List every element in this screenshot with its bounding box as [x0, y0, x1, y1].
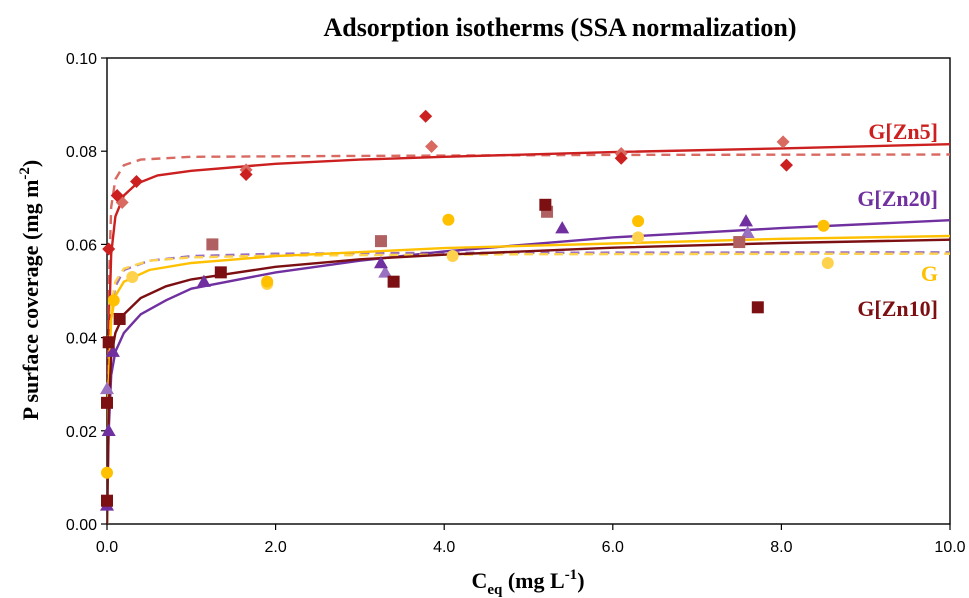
data-point-replicate [740, 225, 755, 238]
data-point [101, 494, 113, 507]
x-axis-title-close: ) [577, 568, 584, 593]
data-point [102, 242, 116, 256]
data-point [101, 466, 113, 479]
data-point [817, 219, 830, 232]
x-axis: 0.0 2.0 4.0 6.0 8.0 10.0 [96, 524, 966, 556]
data-point-replicate [126, 271, 139, 284]
data-point [101, 396, 113, 409]
x-tick-label: 0.0 [96, 539, 118, 556]
data-point [387, 275, 400, 288]
x-axis-title-units: (mg L [508, 568, 565, 593]
data-point-replicate [374, 235, 387, 248]
data-point [738, 214, 753, 227]
x-axis-title-sup: -1 [565, 567, 578, 583]
y-axis-title-close: ) [18, 160, 43, 167]
series-label-g-zn10: G[Zn10] [857, 296, 938, 321]
data-point [113, 312, 126, 325]
y-axis-title-sup: -2 [17, 167, 33, 180]
data-point [239, 168, 253, 181]
data-point [130, 174, 144, 188]
data-point-replicate [378, 265, 393, 278]
data-point-replicate [821, 257, 834, 270]
data-point-replicate [425, 140, 439, 154]
data-point [214, 266, 227, 279]
data-point [110, 188, 124, 202]
series-label-g: G [921, 261, 938, 286]
x-tick-label: 6.0 [602, 539, 624, 556]
data-point [779, 158, 793, 172]
x-tick-label: 4.0 [433, 539, 455, 556]
fit-curve-dashed [107, 251, 950, 524]
fit-curves [107, 143, 950, 524]
fit-curve-dashed [107, 153, 950, 524]
data-point [442, 213, 455, 226]
data-point [751, 301, 764, 314]
data-point [632, 215, 645, 228]
data-point [101, 423, 116, 437]
data-point [373, 256, 388, 269]
x-axis-title: Ceq (mg L-1) [471, 567, 584, 598]
data-point [539, 198, 552, 211]
y-axis-title-main: P surface coverage (mg m [18, 180, 43, 421]
data-point [555, 221, 570, 234]
x-tick-label: 2.0 [264, 539, 286, 556]
data-point [419, 109, 433, 123]
fit-curve-solid [107, 219, 950, 524]
x-axis-title-main: C [471, 568, 487, 593]
data-point-replicate [632, 231, 645, 244]
y-tick-label: 0.04 [66, 331, 97, 348]
y-tick-label: 0.08 [66, 144, 97, 161]
plot-area [106, 57, 951, 525]
fit-curve-solid [107, 143, 950, 524]
chart-title: Adsorption isotherms (SSA normalization) [323, 13, 796, 42]
data-point [107, 294, 120, 307]
fit-curve-solid [107, 238, 950, 524]
fit-curve-dashed [107, 252, 950, 524]
x-axis-title-sub: eq [487, 582, 503, 598]
data-point-replicate [100, 381, 114, 395]
data-point-replicate [776, 135, 790, 149]
data-point-replicate [206, 238, 219, 251]
data-markers [100, 109, 834, 511]
data-point [261, 275, 274, 288]
data-point-replicate [733, 236, 746, 249]
y-tick-label: 0.00 [66, 517, 97, 534]
x-tick-label: 10.0 [934, 539, 965, 556]
fit-curve-solid [107, 234, 950, 524]
y-tick-label: 0.06 [66, 237, 97, 254]
data-point-replicate [446, 250, 459, 263]
data-point [614, 151, 628, 165]
data-point [102, 336, 115, 349]
y-tick-label: 0.02 [66, 424, 97, 441]
data-point [196, 274, 211, 287]
y-tick-label: 0.10 [66, 51, 97, 68]
x-tick-label: 8.0 [770, 539, 792, 556]
data-point [105, 344, 120, 357]
series-label-g-zn20: G[Zn20] [857, 186, 938, 211]
y-axis: 0.00 0.02 0.04 0.06 0.08 0.10 [66, 51, 107, 534]
series-label-g-zn5: G[Zn5] [868, 119, 938, 144]
y-axis-title: P surface coverage (mg m-2) [17, 160, 43, 421]
